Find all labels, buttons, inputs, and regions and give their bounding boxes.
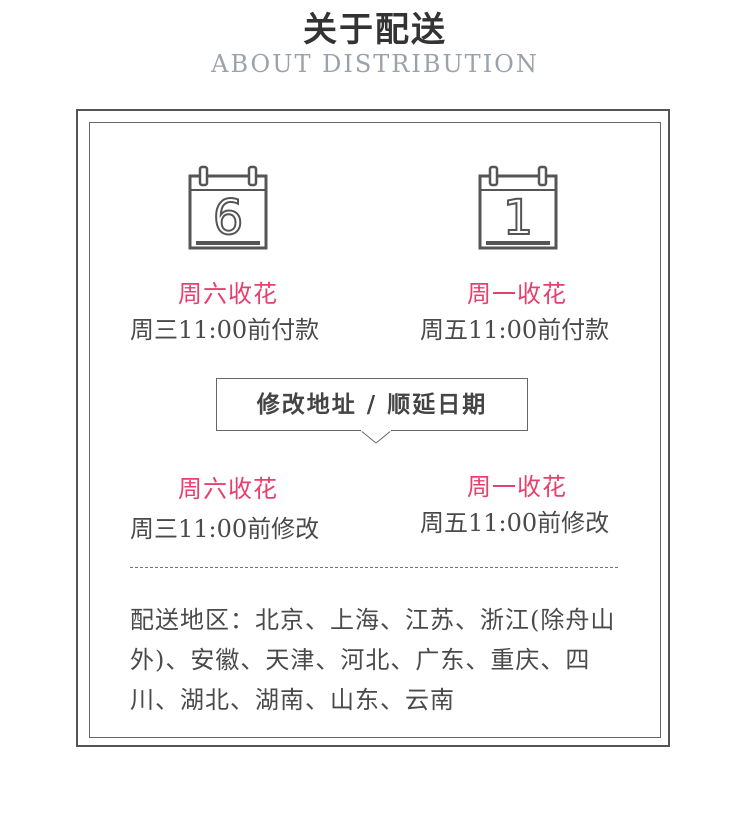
monday-delivery-label: 周一收花: [467, 280, 567, 308]
outer-frame: [76, 109, 670, 747]
saturday-delivery-label: 周六收花: [178, 475, 278, 503]
saturday-modify-deadline: 周三11:00前修改: [130, 515, 320, 543]
calendar-day-number: 6: [213, 190, 244, 246]
monday-modify-deadline: 周五11:00前修改: [420, 509, 610, 537]
calendar-day-number: 1: [503, 190, 534, 246]
saturday-payment-deadline: 周三11:00前付款: [130, 316, 320, 344]
page-subtitle: ABOUT DISTRIBUTION: [211, 50, 539, 78]
delivery-areas: 配送地区：北京、上海、江苏、浙江(除舟山外)、安徽、天津、河北、广东、重庆、四川…: [130, 606, 616, 714]
calendar-icon: 1: [477, 165, 559, 251]
calendar-icon: 6: [187, 165, 269, 251]
inner-frame: [89, 122, 661, 738]
page-title: 关于配送: [303, 10, 447, 50]
divider: [130, 567, 618, 568]
saturday-delivery-label: 周六收花: [178, 280, 278, 308]
monday-delivery-label: 周一收花: [467, 473, 567, 501]
modify-address-callout: 修改地址 / 顺延日期: [216, 378, 528, 431]
callout-pointer: [360, 430, 392, 444]
monday-payment-deadline: 周五11:00前付款: [420, 316, 610, 344]
